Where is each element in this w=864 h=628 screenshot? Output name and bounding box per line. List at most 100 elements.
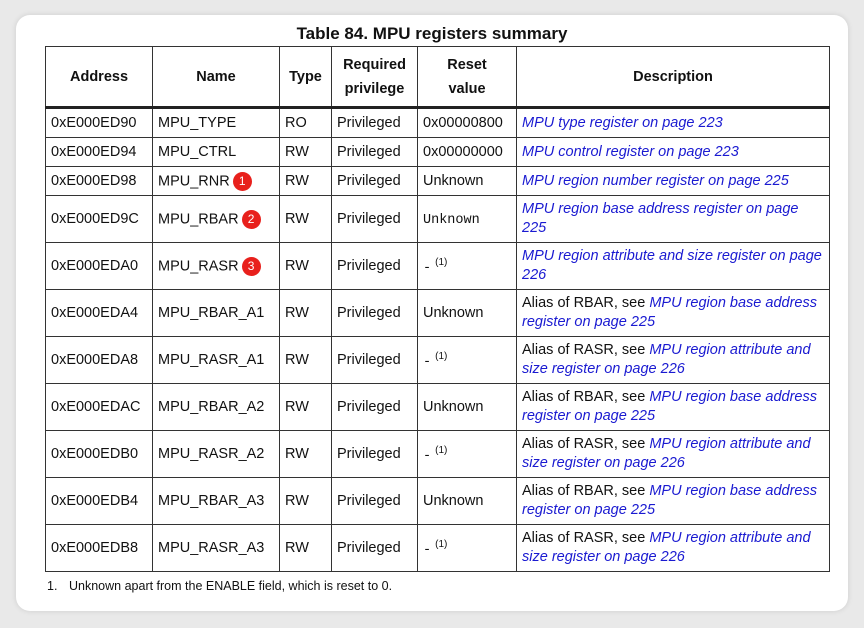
annotation-badge: 3	[241, 256, 261, 276]
type-cell-text: RW	[285, 173, 309, 189]
type-cell: RW	[279, 477, 332, 525]
name-cell-text: MPU_RBAR_A1	[158, 305, 265, 321]
header-reset: Reset value	[417, 46, 517, 109]
address-cell-text: 0xE000ED90	[51, 115, 137, 131]
type-cell-text: RW	[285, 399, 309, 415]
privilege-cell-text: Privileged	[337, 144, 401, 160]
privilege-cell: Privileged	[331, 107, 418, 138]
type-cell-text: RW	[285, 493, 309, 509]
register-link[interactable]: MPU control register on page 223	[522, 143, 739, 160]
type-cell: RO	[279, 107, 332, 138]
register-link[interactable]: MPU region base address register on page…	[522, 389, 817, 424]
header-address: Address	[45, 46, 153, 109]
description-prefix: Alias of RBAR, see	[522, 295, 650, 311]
reset-cell: - (1)	[417, 524, 517, 572]
address-cell-text: 0xE000EDB4	[51, 493, 139, 509]
description-cell: MPU type register on page 223	[516, 107, 830, 138]
description-cell: Alias of RBAR, see MPU region base addre…	[516, 477, 830, 525]
footnote-ref[interactable]: (1)	[435, 538, 448, 550]
address-cell-text: 0xE000EDB8	[51, 540, 139, 556]
table-title: Table 84. MPU registers summary	[296, 24, 568, 43]
reset-cell-text: Unknown	[423, 399, 484, 415]
footnote-ref[interactable]: (1)	[435, 350, 448, 362]
type-cell: RW	[279, 524, 332, 572]
register-link[interactable]: MPU region base address register on page…	[522, 295, 817, 330]
reset-cell-text: Unknown	[423, 173, 484, 189]
address-cell: 0xE000ED9C	[45, 195, 153, 243]
register-link[interactable]: MPU region base address register on page…	[522, 483, 817, 518]
address-cell: 0xE000EDA8	[45, 336, 153, 384]
table-row: 0xE000EDA4 MPU_RBAR_A1 RW Privileged Unknown…	[45, 289, 830, 337]
name-cell: MPU_RBAR_A2	[152, 383, 280, 431]
name-cell: MPU_RASR_A1	[152, 336, 280, 384]
privilege-cell: Privileged	[331, 137, 418, 167]
privilege-cell-text: Privileged	[337, 446, 401, 462]
privilege-cell: Privileged	[331, 336, 418, 384]
register-link[interactable]: MPU region base address register on page…	[522, 201, 799, 236]
register-link[interactable]: MPU region attribute and size register o…	[522, 436, 811, 471]
header-privilege-line1: Required	[343, 56, 406, 73]
table-row: 0xE000ED9C MPU_RBAR 2 RW Privileged Unknown MP…	[45, 195, 830, 243]
header-type: Type	[279, 46, 332, 109]
privilege-cell-text: Privileged	[337, 540, 401, 556]
privilege-cell-text: Privileged	[337, 173, 401, 189]
privilege-cell-text: Privileged	[337, 493, 401, 509]
address-cell-text: 0xE000EDB0	[51, 446, 139, 462]
name-cell: MPU_RASR_A3	[152, 524, 280, 572]
address-cell-text: 0xE000ED98	[51, 173, 137, 189]
header-name: Name	[152, 46, 280, 109]
privilege-cell-text: Privileged	[337, 305, 401, 321]
footnote-text: Unknown apart from the ENABLE field, whi…	[69, 579, 393, 593]
privilege-cell: Privileged	[331, 430, 418, 478]
footnote-number: 1.	[47, 579, 58, 593]
address-cell: 0xE000EDB8	[45, 524, 153, 572]
name-cell: MPU_RBAR 2	[152, 195, 280, 243]
register-link[interactable]: MPU type register on page 223	[522, 114, 723, 131]
reset-cell-text: -	[423, 260, 432, 276]
table-row: 0xE000EDAC MPU_RBAR_A2 RW Privileged Unknown…	[45, 383, 830, 431]
description-cell: Alias of RBAR, see MPU region base addre…	[516, 289, 830, 337]
table-row: 0xE000EDB8 MPU_RASR_A3 RW Privileged - (1) Al…	[45, 524, 830, 572]
privilege-cell: Privileged	[331, 477, 418, 525]
footnote-ref[interactable]: (1)	[435, 444, 448, 456]
address-cell: 0xE000ED98	[45, 166, 153, 196]
reset-cell: 0x00000000	[417, 137, 517, 167]
register-link[interactable]: MPU region number register on page 225	[522, 172, 789, 189]
address-cell: 0xE000ED94	[45, 137, 153, 167]
type-cell: RW	[279, 166, 332, 196]
reset-cell-text: Unknown	[423, 493, 484, 509]
reset-cell-text: Unknown	[423, 305, 484, 321]
address-cell-text: 0xE000EDA0	[51, 258, 139, 274]
register-link[interactable]: MPU region attribute and size register o…	[522, 530, 811, 565]
address-cell: 0xE000EDAC	[45, 383, 153, 431]
privilege-cell-text: Privileged	[337, 352, 401, 368]
name-cell-text: MPU_RASR	[158, 257, 239, 274]
reset-cell: Unknown	[417, 477, 517, 525]
name-cell-text: MPU_RNR	[158, 172, 230, 189]
description-cell: Alias of RASR, see MPU region attribute …	[516, 336, 830, 384]
type-cell-text: RW	[285, 258, 309, 274]
reset-cell-text: Unknown	[423, 212, 480, 228]
type-cell-text: RW	[285, 211, 309, 227]
description-prefix: Alias of RASR, see	[522, 436, 650, 452]
type-cell-text: RW	[285, 352, 309, 368]
name-cell: MPU_RASR 3	[152, 242, 280, 290]
description-cell: MPU region base address register on page…	[516, 195, 830, 243]
register-link[interactable]: MPU region attribute and size register o…	[522, 248, 822, 283]
table-row: 0xE000EDA0 MPU_RASR 3 RW Privileged - (1) MPU …	[45, 242, 830, 290]
annotation-badge: 2	[241, 209, 261, 229]
name-cell-text: MPU_CTRL	[158, 144, 237, 160]
address-cell: 0xE000EDA4	[45, 289, 153, 337]
description-cell: Alias of RASR, see MPU region attribute …	[516, 430, 830, 478]
description-prefix: Alias of RBAR, see	[522, 389, 650, 405]
type-cell-text: RW	[285, 446, 309, 462]
privilege-cell-text: Privileged	[337, 115, 401, 131]
table-row: 0xE000EDB0 MPU_RASR_A2 RW Privileged - (1) Al…	[45, 430, 830, 478]
footnote-ref[interactable]: (1)	[435, 256, 448, 268]
privilege-cell-text: Privileged	[337, 258, 401, 274]
register-link[interactable]: MPU region attribute and size register o…	[522, 342, 811, 377]
reset-cell-text: 0x00000800	[423, 115, 503, 131]
type-cell-text: RW	[285, 144, 309, 160]
privilege-cell-text: Privileged	[337, 211, 401, 227]
type-cell: RW	[279, 336, 332, 384]
